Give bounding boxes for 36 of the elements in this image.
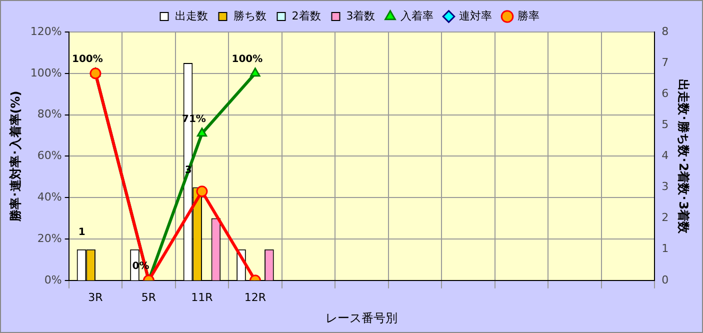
data-label: 100% [232, 54, 263, 65]
y2-tick-label: 5 [662, 118, 669, 132]
y2-tick-label: 4 [662, 149, 669, 162]
legend-label: 入着率 [400, 9, 434, 22]
y-tick-label: 100% [30, 66, 62, 80]
y-tick-label: 40% [37, 190, 62, 204]
y-tick-label: 120% [30, 24, 62, 38]
x-axis-title: レース番号別 [326, 310, 398, 325]
y2-tick-label: 3 [662, 180, 669, 194]
point [196, 128, 208, 137]
y-axis-title: 勝率･連対率･入着率(%) [8, 90, 22, 223]
x-tick-label: 11R [191, 290, 214, 304]
data-label: 100% [72, 54, 103, 65]
y-tick-label: 20% [37, 232, 62, 245]
legend-label: 勝ち数 [233, 9, 266, 22]
legend-label: 出走数 [174, 9, 208, 22]
y-tick-label: 0% [44, 273, 62, 286]
y2-axis-title: 出走数･勝ち数･2着数･3着数 [676, 78, 691, 235]
data-label: 1 [78, 226, 86, 238]
y2-tick-label: 1 [662, 242, 669, 256]
y2-tick-label: 6 [662, 86, 669, 100]
y2-tick-label: 7 [662, 56, 669, 69]
x-tick-label: 3R [88, 290, 104, 304]
point [90, 68, 102, 80]
x-tick-label: 12R [244, 290, 266, 304]
y2-tick-label: 8 [662, 24, 669, 38]
y2-tick-label: 0 [662, 273, 669, 286]
point [250, 68, 260, 77]
y-tick-label: 80% [37, 108, 62, 121]
legend-label: 2着数 [292, 9, 321, 22]
legend-label: 3着数 [346, 9, 376, 22]
legend-label: 連対率 [459, 9, 492, 22]
y-tick-label: 60% [37, 149, 62, 162]
y2-tick-label: 2 [662, 211, 669, 224]
legend-label: 勝率 [518, 9, 540, 22]
x-tick-label: 5R [141, 290, 156, 304]
